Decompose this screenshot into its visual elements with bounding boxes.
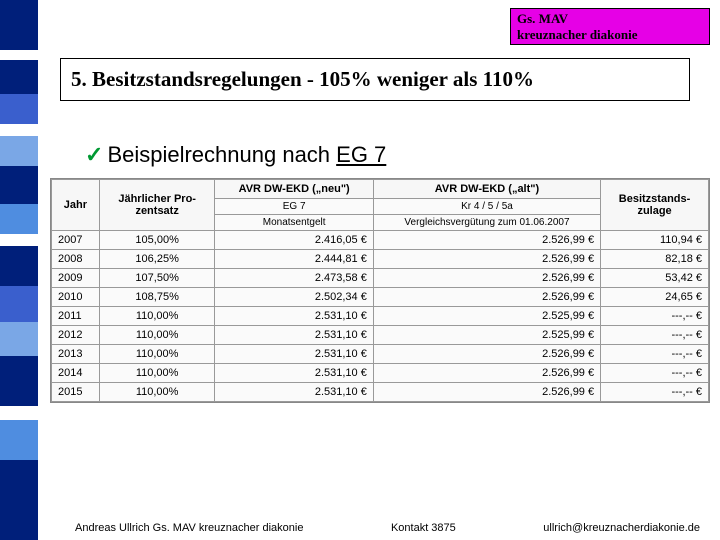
footer-author: Andreas Ullrich Gs. MAV kreuznacher diak…: [75, 522, 303, 534]
table-row: 2007105,00%2.416,05 €2.526,99 €110,94 €: [52, 231, 709, 250]
cell-year: 2008: [52, 250, 100, 269]
stripe-block: [0, 246, 38, 286]
stripe-block: [0, 420, 38, 460]
cell-pct: 106,25%: [99, 250, 215, 269]
table-row: 2015110,00%2.531,10 €2.526,99 €---,-- €: [52, 383, 709, 402]
table-row: 2014110,00%2.531,10 €2.526,99 €---,-- €: [52, 364, 709, 383]
col-zulage: Besitzstands-zulage: [601, 180, 709, 231]
sub-alt: Kr 4 / 5 / 5a: [373, 199, 600, 215]
stripe-block: [0, 286, 38, 322]
org-badge: Gs. MAV kreuznacher diakonie: [510, 8, 710, 45]
table-row: 2011110,00%2.531,10 €2.525,99 €---,-- €: [52, 307, 709, 326]
bullet-text: Beispielrechnung nach: [107, 142, 336, 167]
cell-pct: 110,00%: [99, 345, 215, 364]
cell-alt: 2.526,99 €: [373, 288, 600, 307]
badge-line1: Gs. MAV: [517, 11, 568, 26]
table-row: 2013110,00%2.531,10 €2.526,99 €---,-- €: [52, 345, 709, 364]
cell-neu: 2.531,10 €: [215, 383, 373, 402]
cell-pct: 105,00%: [99, 231, 215, 250]
cell-pct: 110,00%: [99, 364, 215, 383]
col-pct: Jährlicher Pro-zentsatz: [99, 180, 215, 231]
table-row: 2009107,50%2.473,58 €2.526,99 €53,42 €: [52, 269, 709, 288]
footer-email: ullrich@kreuznacherdiakonie.de: [543, 522, 700, 534]
footer-contact: Kontakt 3875: [391, 522, 456, 534]
table-row: 2010108,75%2.502,34 €2.526,99 €24,65 €: [52, 288, 709, 307]
cell-alt: 2.526,99 €: [373, 269, 600, 288]
cell-year: 2012: [52, 326, 100, 345]
col-year: Jahr: [52, 180, 100, 231]
cell-year: 2013: [52, 345, 100, 364]
bullet-underlined: EG 7: [336, 142, 386, 167]
cell-zul: 82,18 €: [601, 250, 709, 269]
stripe-block: [0, 356, 38, 406]
stripe-block: [0, 124, 38, 136]
cell-neu: 2.531,10 €: [215, 364, 373, 383]
sub2-alt: Vergleichsvergütung zum 01.06.2007: [373, 215, 600, 231]
stripe-block: [0, 322, 38, 356]
cell-year: 2015: [52, 383, 100, 402]
slide-title: 5. Besitzstandsregelungen - 105% weniger…: [60, 58, 690, 101]
stripe-block: [0, 60, 38, 94]
cell-year: 2014: [52, 364, 100, 383]
table-row: 2012110,00%2.531,10 €2.525,99 €---,-- €: [52, 326, 709, 345]
table-row: 2008106,25%2.444,81 €2.526,99 €82,18 €: [52, 250, 709, 269]
data-table: Jahr Jährlicher Pro-zentsatz AVR DW-EKD …: [51, 179, 709, 402]
stripe-block: [0, 166, 38, 204]
stripe-block: [0, 50, 38, 60]
cell-pct: 110,00%: [99, 383, 215, 402]
cell-neu: 2.531,10 €: [215, 326, 373, 345]
cell-neu: 2.531,10 €: [215, 307, 373, 326]
bullet-item: ✓Beispielrechnung nach EG 7: [85, 142, 386, 168]
cell-alt: 2.526,99 €: [373, 364, 600, 383]
cell-alt: 2.526,99 €: [373, 383, 600, 402]
cell-alt: 2.525,99 €: [373, 307, 600, 326]
cell-zul: ---,-- €: [601, 364, 709, 383]
cell-neu: 2.416,05 €: [215, 231, 373, 250]
stripe-block: [0, 406, 38, 420]
cell-pct: 107,50%: [99, 269, 215, 288]
stripe-block: [0, 460, 38, 540]
data-table-wrap: Jahr Jährlicher Pro-zentsatz AVR DW-EKD …: [50, 178, 710, 403]
cell-neu: 2.502,34 €: [215, 288, 373, 307]
cell-alt: 2.525,99 €: [373, 326, 600, 345]
cell-alt: 2.526,99 €: [373, 250, 600, 269]
cell-neu: 2.444,81 €: [215, 250, 373, 269]
cell-zul: ---,-- €: [601, 307, 709, 326]
cell-neu: 2.531,10 €: [215, 345, 373, 364]
cell-zul: ---,-- €: [601, 345, 709, 364]
cell-year: 2009: [52, 269, 100, 288]
cell-zul: ---,-- €: [601, 383, 709, 402]
cell-zul: 110,94 €: [601, 231, 709, 250]
cell-pct: 110,00%: [99, 307, 215, 326]
decorative-stripe: [0, 0, 38, 540]
check-icon: ✓: [85, 142, 103, 167]
stripe-block: [0, 204, 38, 234]
cell-zul: 53,42 €: [601, 269, 709, 288]
cell-pct: 108,75%: [99, 288, 215, 307]
table-header-row: Jahr Jährlicher Pro-zentsatz AVR DW-EKD …: [52, 180, 709, 199]
stripe-block: [0, 0, 38, 50]
cell-year: 2010: [52, 288, 100, 307]
stripe-block: [0, 94, 38, 124]
cell-year: 2007: [52, 231, 100, 250]
col-alt: AVR DW-EKD („alt"): [373, 180, 600, 199]
sub-neu: EG 7: [215, 199, 373, 215]
cell-zul: 24,65 €: [601, 288, 709, 307]
cell-alt: 2.526,99 €: [373, 231, 600, 250]
stripe-block: [0, 136, 38, 166]
col-neu: AVR DW-EKD („neu"): [215, 180, 373, 199]
cell-pct: 110,00%: [99, 326, 215, 345]
cell-neu: 2.473,58 €: [215, 269, 373, 288]
footer: Andreas Ullrich Gs. MAV kreuznacher diak…: [75, 522, 700, 534]
cell-alt: 2.526,99 €: [373, 345, 600, 364]
badge-line2: kreuznacher diakonie: [517, 27, 638, 42]
cell-year: 2011: [52, 307, 100, 326]
sub2-neu: Monatsentgelt: [215, 215, 373, 231]
cell-zul: ---,-- €: [601, 326, 709, 345]
stripe-block: [0, 234, 38, 246]
